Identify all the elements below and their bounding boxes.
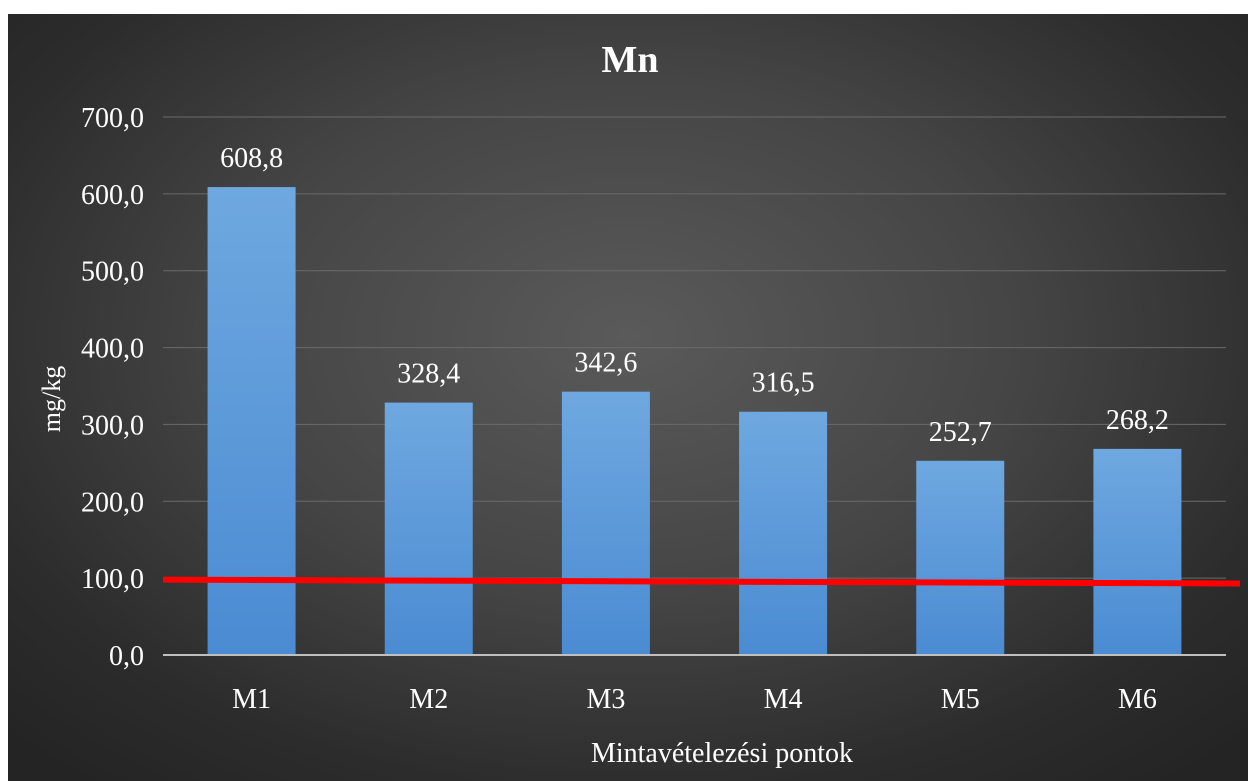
y-tick-label: 700,0 [81, 103, 144, 134]
x-axis-label: Mintavételezési pontok [591, 738, 853, 769]
x-tick-label: M4 [764, 684, 803, 715]
x-tick-label: M3 [586, 684, 625, 715]
reference-line [162, 576, 1241, 587]
data-label: 316,5 [752, 368, 815, 399]
data-label: 328,4 [397, 359, 460, 390]
x-tick-label: M5 [941, 684, 980, 715]
x-tick-label: M1 [232, 684, 271, 715]
x-tick-label: M6 [1118, 684, 1157, 715]
bar [1093, 448, 1182, 655]
bar [739, 411, 828, 655]
bar-chart: Mn mg/kg Mintavételezési pontok 0,0 100,0… [37, 39, 1241, 769]
y-tick-label: 200,0 [81, 487, 144, 518]
y-tick-label: 0,0 [109, 641, 144, 672]
bar [916, 460, 1005, 655]
y-tick-label: 500,0 [81, 257, 144, 288]
data-label: 608,8 [220, 143, 283, 174]
bar [561, 391, 650, 655]
y-tick-label: 300,0 [81, 410, 144, 441]
y-tick-label: 400,0 [81, 334, 144, 365]
data-label: 268,2 [1106, 405, 1169, 436]
y-axis-label: mg/kg [37, 366, 66, 432]
y-tick-label: 600,0 [81, 180, 144, 211]
chart-area: Mn mg/kg Mintavételezési pontok 0,0 100,0… [8, 14, 1248, 781]
bar [384, 402, 473, 655]
y-tick-label: 100,0 [81, 564, 144, 595]
chart-title: Mn [602, 39, 659, 81]
data-label: 342,6 [574, 348, 637, 379]
x-tick-label: M2 [409, 684, 448, 715]
bar [207, 187, 296, 655]
data-label: 252,7 [929, 417, 992, 448]
